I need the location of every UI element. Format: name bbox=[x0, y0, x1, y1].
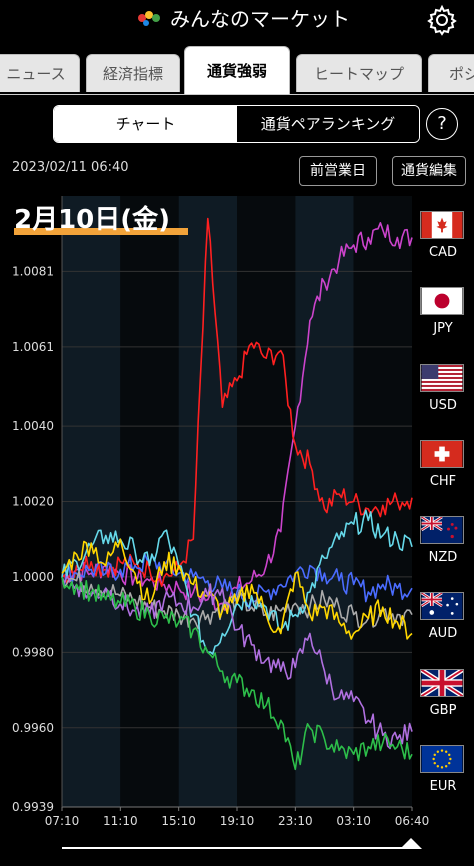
series-line-jpy bbox=[61, 217, 413, 588]
legend-label-jpy: JPY bbox=[433, 321, 453, 336]
series-line-cad bbox=[61, 222, 413, 611]
chart-y-tick-label: 1.0020 bbox=[12, 495, 54, 509]
date-label: 2月10日(金) bbox=[14, 205, 171, 235]
chart-x-tick-label: 07:10 bbox=[45, 814, 80, 828]
chart-x-tick-label: 23:10 bbox=[278, 814, 313, 828]
eu-flag-icon bbox=[420, 745, 464, 773]
chart-y-tick-label: 0.9939 bbox=[12, 800, 54, 814]
date-label-underline bbox=[14, 228, 188, 235]
tab-currency-strength[interactable]: 通貨強弱 bbox=[184, 46, 290, 94]
legend-item-cad[interactable]: CAD bbox=[420, 211, 466, 273]
legend-label-gbp: GBP bbox=[429, 703, 457, 718]
uk-flag-icon bbox=[420, 669, 464, 697]
series-line-chf bbox=[61, 570, 413, 630]
tab-bar: ニュース 経済指標 通貨強弱 ヒートマップ ポジ bbox=[0, 40, 474, 95]
chart-y-tick-label: 1.0081 bbox=[12, 264, 54, 278]
chart-y-tick-label: 1.0000 bbox=[12, 570, 54, 584]
legend-label-usd: USD bbox=[429, 398, 457, 413]
timestamp: 2023/02/11 06:40 bbox=[12, 160, 129, 175]
chart-x-tick-label: 11:10 bbox=[103, 814, 138, 828]
legend-item-jpy[interactable]: JPY bbox=[420, 287, 466, 349]
chart-y-tick-label: 1.0040 bbox=[12, 419, 54, 433]
currency-strength-chart: 1.0081 1.0061 1.0040 1.0020 1.0000 0.9980 0.99… bbox=[12, 196, 430, 828]
new-zealand-flag-icon bbox=[420, 516, 464, 544]
view-segmented-control: チャート 通貨ペアランキング bbox=[53, 105, 420, 143]
chart-y-tick-label: 0.9960 bbox=[12, 721, 54, 735]
chart-y-tick-label: 0.9980 bbox=[12, 645, 54, 659]
series-line-eur bbox=[61, 576, 413, 771]
app-title: みんなのマーケット bbox=[170, 7, 350, 31]
segment-pair-ranking[interactable]: 通貨ペアランキング bbox=[237, 106, 419, 142]
australia-flag-icon bbox=[420, 592, 464, 620]
usa-flag-icon bbox=[420, 364, 464, 392]
switzerland-flag-icon bbox=[420, 440, 464, 468]
legend-label-aud: AUD bbox=[428, 626, 458, 641]
app-header: みんなのマーケット bbox=[0, 0, 474, 40]
canada-flag-icon bbox=[420, 211, 464, 239]
segment-chart[interactable]: チャート bbox=[54, 106, 237, 142]
prev-day-button[interactable]: 前営業日 bbox=[299, 156, 377, 186]
legend-item-chf[interactable]: CHF bbox=[420, 440, 466, 502]
help-button[interactable]: ? bbox=[426, 108, 458, 140]
legend-item-gbp[interactable]: GBP bbox=[420, 669, 466, 731]
legend-item-usd[interactable]: USD bbox=[420, 364, 466, 426]
series-line-usd bbox=[61, 552, 413, 610]
tab-positions[interactable]: ポジ bbox=[428, 54, 474, 92]
legend-item-aud[interactable]: AUD bbox=[420, 592, 466, 654]
gear-icon[interactable] bbox=[426, 4, 458, 36]
series-line-aud bbox=[61, 538, 413, 640]
legend-item-nzd[interactable]: NZD bbox=[420, 516, 466, 578]
app-logo-icon bbox=[138, 11, 160, 26]
legend-label-eur: EUR bbox=[429, 779, 457, 794]
legend-item-eur[interactable]: EUR bbox=[420, 745, 466, 807]
time-scrubber-thumb[interactable] bbox=[400, 838, 422, 849]
chart-x-tick-label: 15:10 bbox=[161, 814, 196, 828]
chart-x-tick-label: 03:10 bbox=[336, 814, 371, 828]
legend-label-nzd: NZD bbox=[428, 550, 458, 565]
time-scrubber-track[interactable] bbox=[62, 847, 412, 849]
tab-heatmap[interactable]: ヒートマップ bbox=[296, 54, 422, 92]
legend-label-cad: CAD bbox=[429, 245, 457, 260]
tab-news[interactable]: ニュース bbox=[0, 54, 80, 92]
chart-x-tick-label: 19:10 bbox=[220, 814, 255, 828]
edit-currency-button[interactable]: 通貨編集 bbox=[392, 156, 466, 186]
chart-y-tick-label: 1.0061 bbox=[12, 340, 54, 354]
tab-economic-indicators[interactable]: 経済指標 bbox=[86, 54, 180, 92]
legend-label-chf: CHF bbox=[429, 474, 457, 489]
chart-x-tick-label: 06:40 bbox=[395, 814, 430, 828]
japan-flag-icon bbox=[420, 287, 464, 315]
